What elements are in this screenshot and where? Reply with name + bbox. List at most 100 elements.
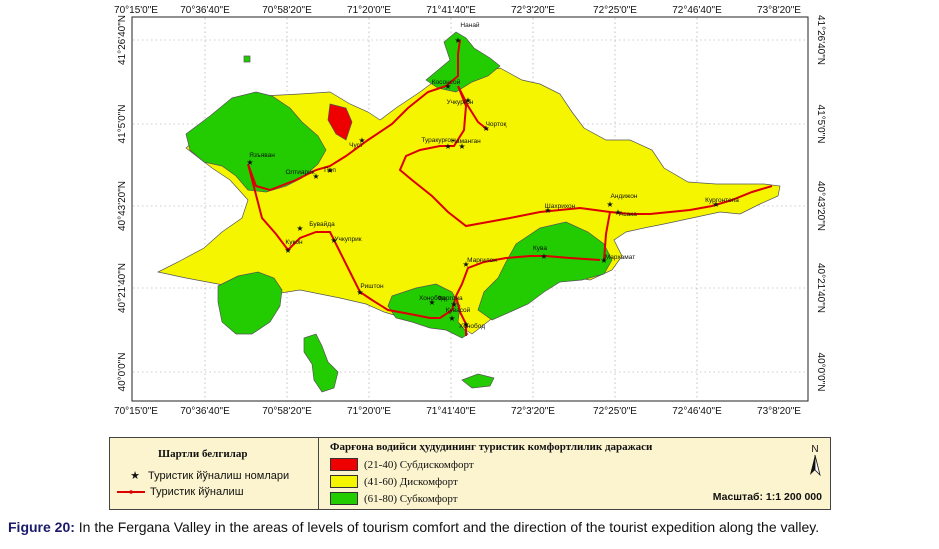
legend-class-label: (21-40) Субдискомфорт	[364, 458, 474, 471]
subcomfort-north	[425, 31, 501, 93]
town-star-icon: ★	[544, 206, 551, 215]
longitude-label: 71°41'40"E	[426, 5, 476, 16]
subcomfort-island-2	[461, 373, 495, 389]
north-arrow-icon	[810, 454, 821, 477]
tourist-route	[247, 39, 773, 336]
legend-right-title: Фарғона водийси ҳудудининг туристик комф…	[330, 441, 653, 453]
town-star-icon: ★	[246, 158, 253, 167]
latitude-label: 40°43'20"N	[117, 181, 128, 231]
town-label: Наманган	[451, 138, 481, 145]
longitude-label: 70°36'40"E	[180, 5, 230, 16]
town-star-icon: ★	[428, 298, 435, 307]
town-label: Кува	[533, 245, 547, 252]
longitude-label: 70°36'40"E	[180, 406, 230, 417]
town-label: Марғилон	[467, 257, 497, 264]
latitude-label: 40°0'0"N	[815, 353, 826, 392]
figure-caption: Figure 20: In the Fergana Valley in the …	[8, 519, 819, 535]
legend-class-label: (61-80) Субкомфорт	[364, 492, 458, 505]
longitude-label: 73°8'20"E	[757, 5, 801, 16]
caption-text: In the Fergana Valley in the areas of le…	[74, 519, 820, 535]
latitude-label: 40°43'20"N	[815, 181, 826, 231]
longitude-label: 72°25'0"E	[593, 5, 637, 16]
town-star-icon: ★	[464, 96, 471, 105]
town-label: Олтиарик	[285, 169, 314, 176]
town-star-icon: ★	[606, 200, 613, 209]
town-label: Риштон	[360, 283, 384, 290]
longitude-label: 72°3'20"E	[511, 406, 555, 417]
legend-class-row: (21-40) Субдискомфорт	[330, 458, 474, 471]
town-label: Андижон	[611, 193, 638, 200]
town-markers: ★Наманган★Чуст★Поп★Кукон★ Бувайда★Учкупри…	[246, 21, 739, 330]
subcomfort-island-3	[243, 55, 251, 63]
left-latitude-labels: 41°26'40"N 41°5'0"N 40°43'20"N 40°21'40"N 40…	[117, 15, 128, 392]
town-star-icon: ★	[326, 166, 333, 175]
latitude-label: 41°26'40"N	[815, 15, 826, 65]
latitude-label: 40°21'40"N	[815, 263, 826, 313]
town-label: Кургонтепа	[705, 197, 739, 204]
legend-class-label: (41-60) Дискомфорт	[364, 475, 458, 488]
latitude-label: 40°21'40"N	[117, 263, 128, 313]
longitude-label: 72°25'0"E	[593, 406, 637, 417]
longitude-label: 72°46'40"E	[672, 406, 722, 417]
subdiscomfort-region	[327, 103, 353, 141]
town-star-icon: ★	[358, 136, 365, 145]
legend-divider	[318, 438, 319, 509]
north-letter: N	[811, 444, 819, 455]
route-line-icon	[117, 490, 145, 494]
subcomfort-southwest	[217, 271, 283, 335]
town-star-icon: ★	[454, 36, 461, 45]
town-star-icon: ★	[450, 300, 457, 309]
town-star-icon: ★	[462, 320, 469, 329]
longitude-label: 73°8'20"E	[757, 406, 801, 417]
town-label: Бувайда	[309, 220, 335, 228]
subdiscomfort-swatch	[330, 458, 358, 471]
town-label: Асака	[619, 211, 637, 218]
subcomfort-west	[185, 91, 327, 193]
town-label: Поп	[324, 167, 336, 174]
town-star-icon: ★	[448, 314, 455, 323]
longitude-label: 72°3'20"E	[511, 5, 555, 16]
legend-class-row: (61-80) Субкомфорт	[330, 492, 458, 505]
town-label: Қувасой	[446, 306, 471, 314]
town-label: Мархамат	[605, 254, 635, 261]
legend-points-label: Туристик йўналиш номлари	[148, 469, 290, 482]
town-star-icon: ★	[712, 200, 719, 209]
longitude-label: 71°41'40"E	[426, 406, 476, 417]
town-label: Язъяван	[249, 152, 275, 159]
town-label: Кукон	[285, 239, 303, 246]
longitude-label: 70°58'20"E	[262, 406, 312, 417]
north-arrow: N	[806, 444, 824, 480]
town-label: Чуст	[349, 142, 363, 149]
town-star-icon: ★	[296, 224, 303, 233]
town-star-icon: ★	[312, 172, 319, 181]
town-star-icon: ★	[284, 246, 291, 255]
town-star-icon: ★	[614, 208, 621, 217]
town-star-icon: ★	[540, 252, 547, 261]
longitude-label: 71°20'0"E	[347, 406, 391, 417]
star-icon: ★	[130, 470, 140, 482]
longitude-label: 71°20'0"E	[347, 5, 391, 16]
town-label: Чортоқ	[486, 121, 507, 128]
figure-label: Figure 20:	[8, 519, 75, 535]
right-latitude-labels: 41°26'40"N 41°5'0"N 40°43'20"N 40°21'40"N 40…	[815, 15, 826, 392]
town-label: Хонобод	[459, 322, 485, 330]
discomfort-swatch	[330, 475, 358, 488]
town-star-icon: ★	[444, 142, 451, 151]
town-star-icon: ★	[444, 82, 451, 91]
town-star-icon: ★	[482, 124, 489, 133]
town-label: Учкурғон	[447, 99, 474, 106]
subcomfort-island-1	[303, 333, 339, 393]
town-star-icon: ★	[462, 260, 469, 269]
scale-text: Масштаб: 1:1 200 000	[712, 491, 822, 503]
longitude-label: 70°15'0"E	[114, 5, 158, 16]
legend-route-row: Туристик йўналиш	[116, 486, 244, 498]
longitude-label: 70°15'0"E	[114, 406, 158, 417]
bottom-longitude-labels: 70°15'0"E 70°36'40"E 70°58'20"E 71°20'0"E 71…	[114, 406, 801, 417]
latitude-label: 40°0'0"N	[117, 353, 128, 392]
latitude-label: 41°5'0"N	[117, 105, 128, 144]
town-star-icon: ★	[356, 288, 363, 297]
town-star-icon: ★	[600, 256, 607, 265]
legend-class-row: (41-60) Дискомфорт	[330, 475, 458, 488]
longitude-label: 70°58'20"E	[262, 5, 312, 16]
town-star-icon: ★	[330, 236, 337, 245]
